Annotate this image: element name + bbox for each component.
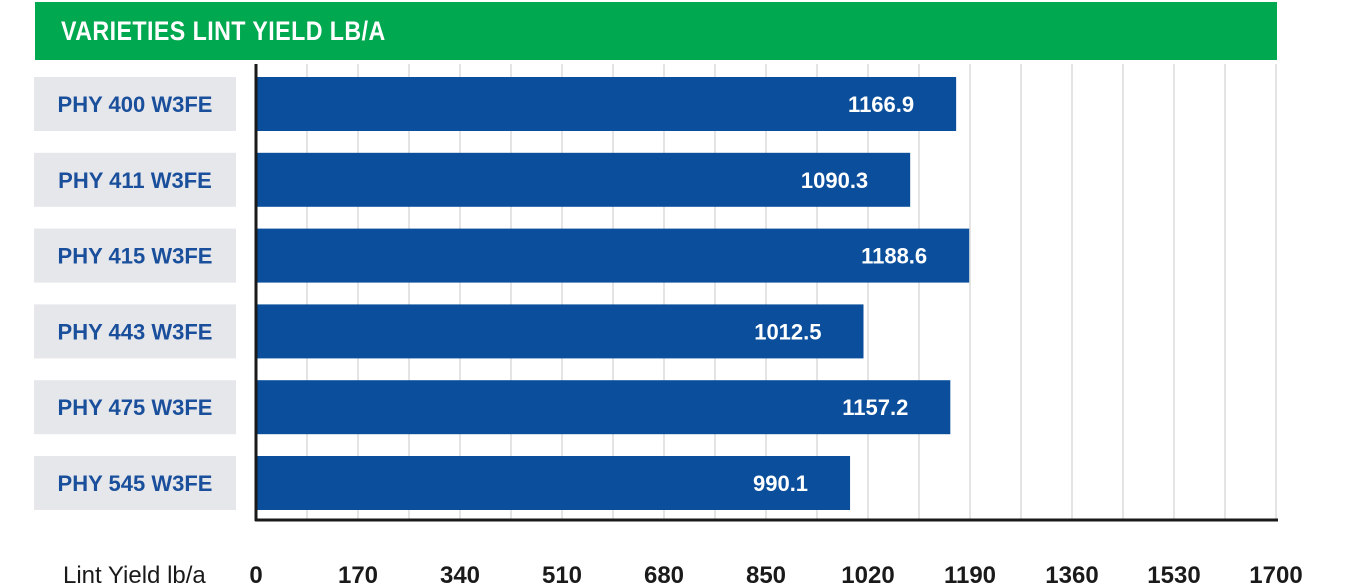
category-label: PHY 545 W3FE — [58, 471, 213, 496]
x-tick-label: 1360 — [1045, 562, 1098, 584]
category-labels: PHY 400 W3FE PHY 411 W3FE PHY 415 W3FE PHY … — [34, 77, 236, 510]
bar — [256, 152, 911, 207]
category-label: PHY 415 W3FE — [58, 244, 213, 269]
category-label-box — [34, 380, 236, 435]
x-tick-label: 0 — [249, 562, 262, 584]
category-label-box — [34, 304, 236, 359]
x-tick-label: 680 — [644, 562, 684, 584]
x-tick-label: 510 — [542, 562, 582, 584]
bar — [256, 228, 970, 283]
bar — [256, 456, 851, 510]
axes — [254, 64, 1278, 522]
bar-value-label: 1188.6 — [861, 244, 927, 269]
bar-value-label: 1166.9 — [848, 92, 914, 117]
bar — [256, 380, 951, 435]
category-label-box — [34, 228, 236, 283]
bar-value-label: 1157.2 — [842, 395, 908, 420]
x-tick-label: 850 — [746, 562, 786, 584]
category-label: PHY 475 W3FE — [58, 395, 213, 420]
bar-value-label: 990.1 — [753, 471, 808, 496]
x-tick-label: 340 — [440, 562, 480, 584]
category-label: PHY 443 W3FE — [58, 319, 213, 344]
x-tick-label: 1190 — [944, 562, 996, 584]
chart-title-bar: VARIETIES LINT YIELD LB/A — [35, 2, 1277, 60]
x-tick-label: 1700 — [1249, 562, 1302, 584]
bar-value-label: 1090.3 — [801, 168, 868, 193]
x-tick-label: 170 — [338, 562, 378, 584]
x-tick-label: 1020 — [841, 562, 894, 584]
bar — [256, 77, 957, 131]
x-axis-title: Lint Yield lb/a — [63, 562, 206, 584]
bar-value-label: 1012.5 — [754, 319, 821, 344]
category-label-box — [34, 456, 236, 510]
chart-title: VARIETIES LINT YIELD LB/A — [61, 16, 386, 46]
category-label: PHY 400 W3FE — [58, 92, 213, 117]
x-tick-labels: 0 170 340 510 680 850 1020 1190 1360 1530 1700 — [249, 562, 1302, 584]
bar — [256, 304, 864, 359]
category-label-box — [34, 77, 236, 131]
gridlines — [306, 64, 1277, 520]
category-label-box — [34, 152, 236, 207]
bars: 1166.9 1090.3 1188.6 1012.5 1157.2 990.1 — [256, 77, 970, 510]
x-tick-label: 1530 — [1147, 562, 1200, 584]
category-label: PHY 411 W3FE — [58, 168, 212, 193]
